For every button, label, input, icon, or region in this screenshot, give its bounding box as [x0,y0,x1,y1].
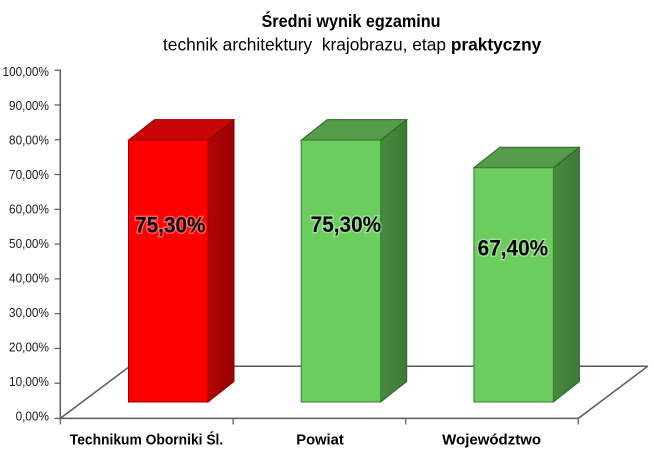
svg-text:50,00%: 50,00% [9,236,49,251]
svg-text:75,30%: 75,30% [135,213,205,238]
svg-text:90,00%: 90,00% [9,99,49,114]
svg-text:technik architektury krajobra: technik architektury krajobrazu, etap pr… [163,35,542,55]
svg-text:67,40%: 67,40% [478,236,548,261]
svg-text:Województwo: Województwo [442,432,541,449]
svg-text:Technikum Oborniki Śl.: Technikum Oborniki Śl. [70,430,223,449]
svg-text:100,00%: 100,00% [3,64,49,79]
svg-text:40,00%: 40,00% [9,271,49,286]
svg-text:70,00%: 70,00% [9,168,49,183]
svg-text:Powiat: Powiat [296,432,344,448]
svg-text:75,30%: 75,30% [311,212,381,237]
svg-text:20,00%: 20,00% [9,340,49,355]
svg-text:30,00%: 30,00% [9,305,49,320]
svg-text:60,00%: 60,00% [9,202,49,217]
svg-text:0,00%: 0,00% [16,409,49,424]
svg-text:Średni wynik egzaminu: Średni wynik egzaminu [262,11,441,31]
svg-text:10,00%: 10,00% [9,374,49,389]
svg-text:80,00%: 80,00% [9,133,49,148]
